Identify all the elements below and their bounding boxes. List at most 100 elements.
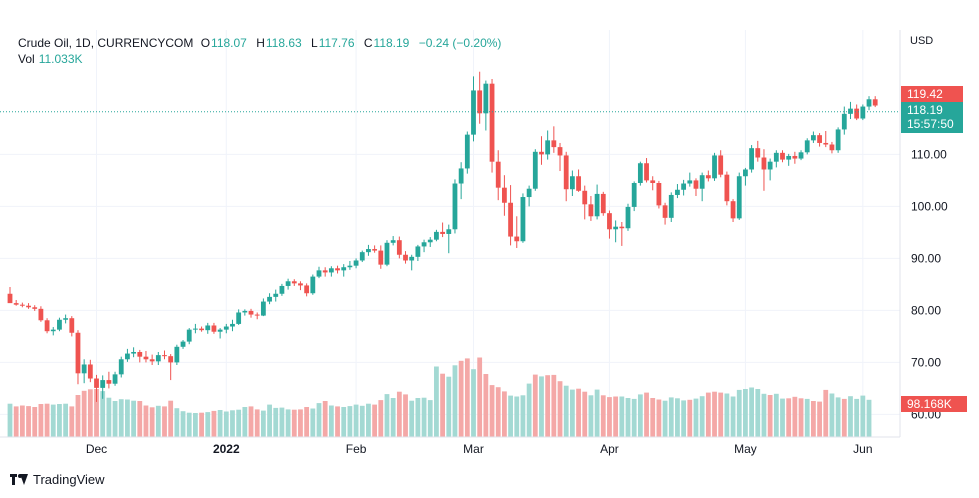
price-tick-label: 110.00 <box>911 147 947 161</box>
volume-bar <box>291 409 297 437</box>
volume-bar <box>26 406 31 437</box>
volume-bar <box>712 391 717 437</box>
candle-body <box>44 320 50 332</box>
candle-body <box>396 240 402 255</box>
volume-bar <box>495 387 501 437</box>
candle-body <box>458 168 464 184</box>
high-value: 118.63 <box>265 36 302 50</box>
candle-body <box>656 183 662 206</box>
candle-body <box>174 346 180 363</box>
current-price-value: 118.19 <box>907 103 943 117</box>
candle-body <box>841 113 847 130</box>
currency-label[interactable]: USD <box>910 35 934 47</box>
symbol-label[interactable]: Crude Oil, 1D, CURRENCYCOM <box>18 36 194 50</box>
volume-bar <box>508 395 513 437</box>
volume-bar <box>63 403 69 437</box>
volume-bar <box>477 357 483 437</box>
volume-bar <box>619 396 625 437</box>
volume-bar <box>718 392 724 437</box>
time-axis[interactable]: Dec 2022 Feb Mar Apr May Jun <box>86 442 873 456</box>
volume-bar <box>7 403 13 437</box>
candle-body <box>434 231 439 240</box>
volume-bar <box>186 412 192 437</box>
volume-bar <box>526 383 532 437</box>
volume-bar <box>687 399 693 437</box>
candle-body <box>186 329 192 342</box>
candle-body <box>619 226 625 229</box>
volume-bar <box>415 398 421 437</box>
candle-body <box>792 155 798 159</box>
volume-bar <box>273 407 279 437</box>
volume-bar <box>106 397 112 437</box>
candle-body <box>112 374 118 384</box>
candle-body <box>236 312 242 324</box>
volume-bar <box>520 395 526 437</box>
candle-body <box>724 174 730 202</box>
candle-body <box>557 147 563 156</box>
volume-bar <box>582 391 588 437</box>
candle-body <box>279 285 285 294</box>
volume-bar <box>681 400 687 437</box>
volume-bar <box>792 396 798 437</box>
volume-bar <box>569 389 575 437</box>
candle-body <box>576 176 581 191</box>
candle-body <box>804 140 810 153</box>
volume-bar <box>100 391 106 437</box>
volume-bar <box>335 406 340 437</box>
volume-bar <box>316 403 322 437</box>
volume-bar <box>866 399 872 437</box>
candle-body <box>125 353 130 360</box>
candle-body <box>359 252 365 261</box>
candle-body <box>699 175 705 189</box>
candle-body <box>569 176 575 190</box>
candle-body <box>563 155 569 190</box>
volume-bar <box>650 398 656 437</box>
volume-bar <box>440 373 445 437</box>
volume-bar <box>532 374 538 437</box>
candle-body <box>38 308 44 321</box>
candle-body <box>304 285 310 294</box>
candle-body <box>162 355 167 357</box>
volume-bar <box>421 397 427 437</box>
volume-bar <box>199 412 204 437</box>
volume-bar <box>749 387 754 437</box>
candle-body <box>13 303 19 305</box>
candle-body <box>705 175 711 179</box>
candle-body <box>786 155 792 160</box>
candle-body <box>668 194 674 218</box>
volume-bar <box>699 396 705 437</box>
candle-body <box>495 161 501 188</box>
tradingview-brand[interactable]: TradingView <box>10 472 105 487</box>
candle-body <box>94 378 99 388</box>
volume-bar <box>44 403 50 437</box>
candle-body <box>193 328 198 330</box>
candle-body <box>582 190 588 205</box>
candle-body <box>693 180 699 189</box>
candle-body <box>502 187 507 203</box>
low-value: 117.76 <box>318 36 355 50</box>
candle-body <box>415 246 421 257</box>
volume-bar <box>19 405 25 437</box>
candle-body <box>143 356 149 360</box>
volume-bar <box>483 374 489 437</box>
candle-body <box>7 293 13 304</box>
candle-body <box>100 380 106 388</box>
candle-body <box>730 201 736 219</box>
volume-label[interactable]: Vol <box>18 52 35 66</box>
current-price-tag: 118.19 15:57:50 <box>901 102 963 133</box>
candle-body <box>767 161 773 170</box>
candle-body <box>384 242 390 265</box>
candle-body <box>718 155 724 175</box>
candle-body <box>483 83 489 114</box>
volume-bar <box>464 358 470 437</box>
volume-bar <box>576 388 581 437</box>
candle-body <box>817 135 822 143</box>
volume-bar <box>594 389 600 437</box>
price-tick-label: 70.00 <box>911 355 941 369</box>
volume-bar <box>217 410 223 437</box>
volume-bar <box>390 398 396 437</box>
time-tick-label: Feb <box>346 442 367 456</box>
bar-countdown: 15:57:50 <box>907 117 954 131</box>
